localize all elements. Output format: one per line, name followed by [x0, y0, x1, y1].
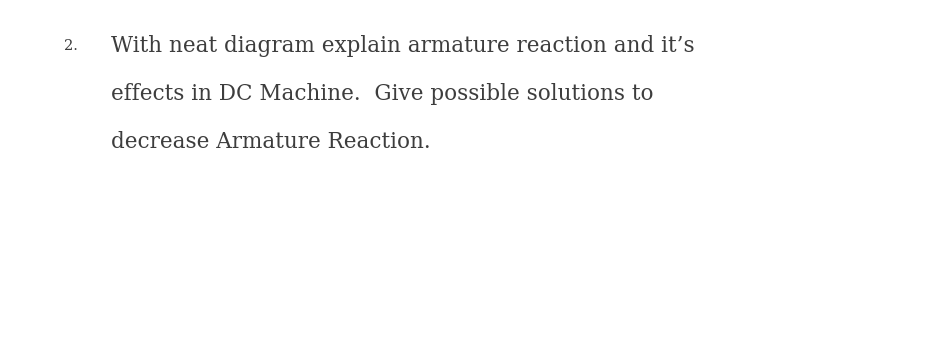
Text: 2.: 2.	[64, 39, 78, 53]
Text: effects in DC Machine.  Give possible solutions to: effects in DC Machine. Give possible sol…	[111, 83, 654, 105]
Text: With neat diagram explain armature reaction and it’s: With neat diagram explain armature react…	[111, 35, 695, 57]
Text: decrease Armature Reaction.: decrease Armature Reaction.	[111, 131, 430, 153]
